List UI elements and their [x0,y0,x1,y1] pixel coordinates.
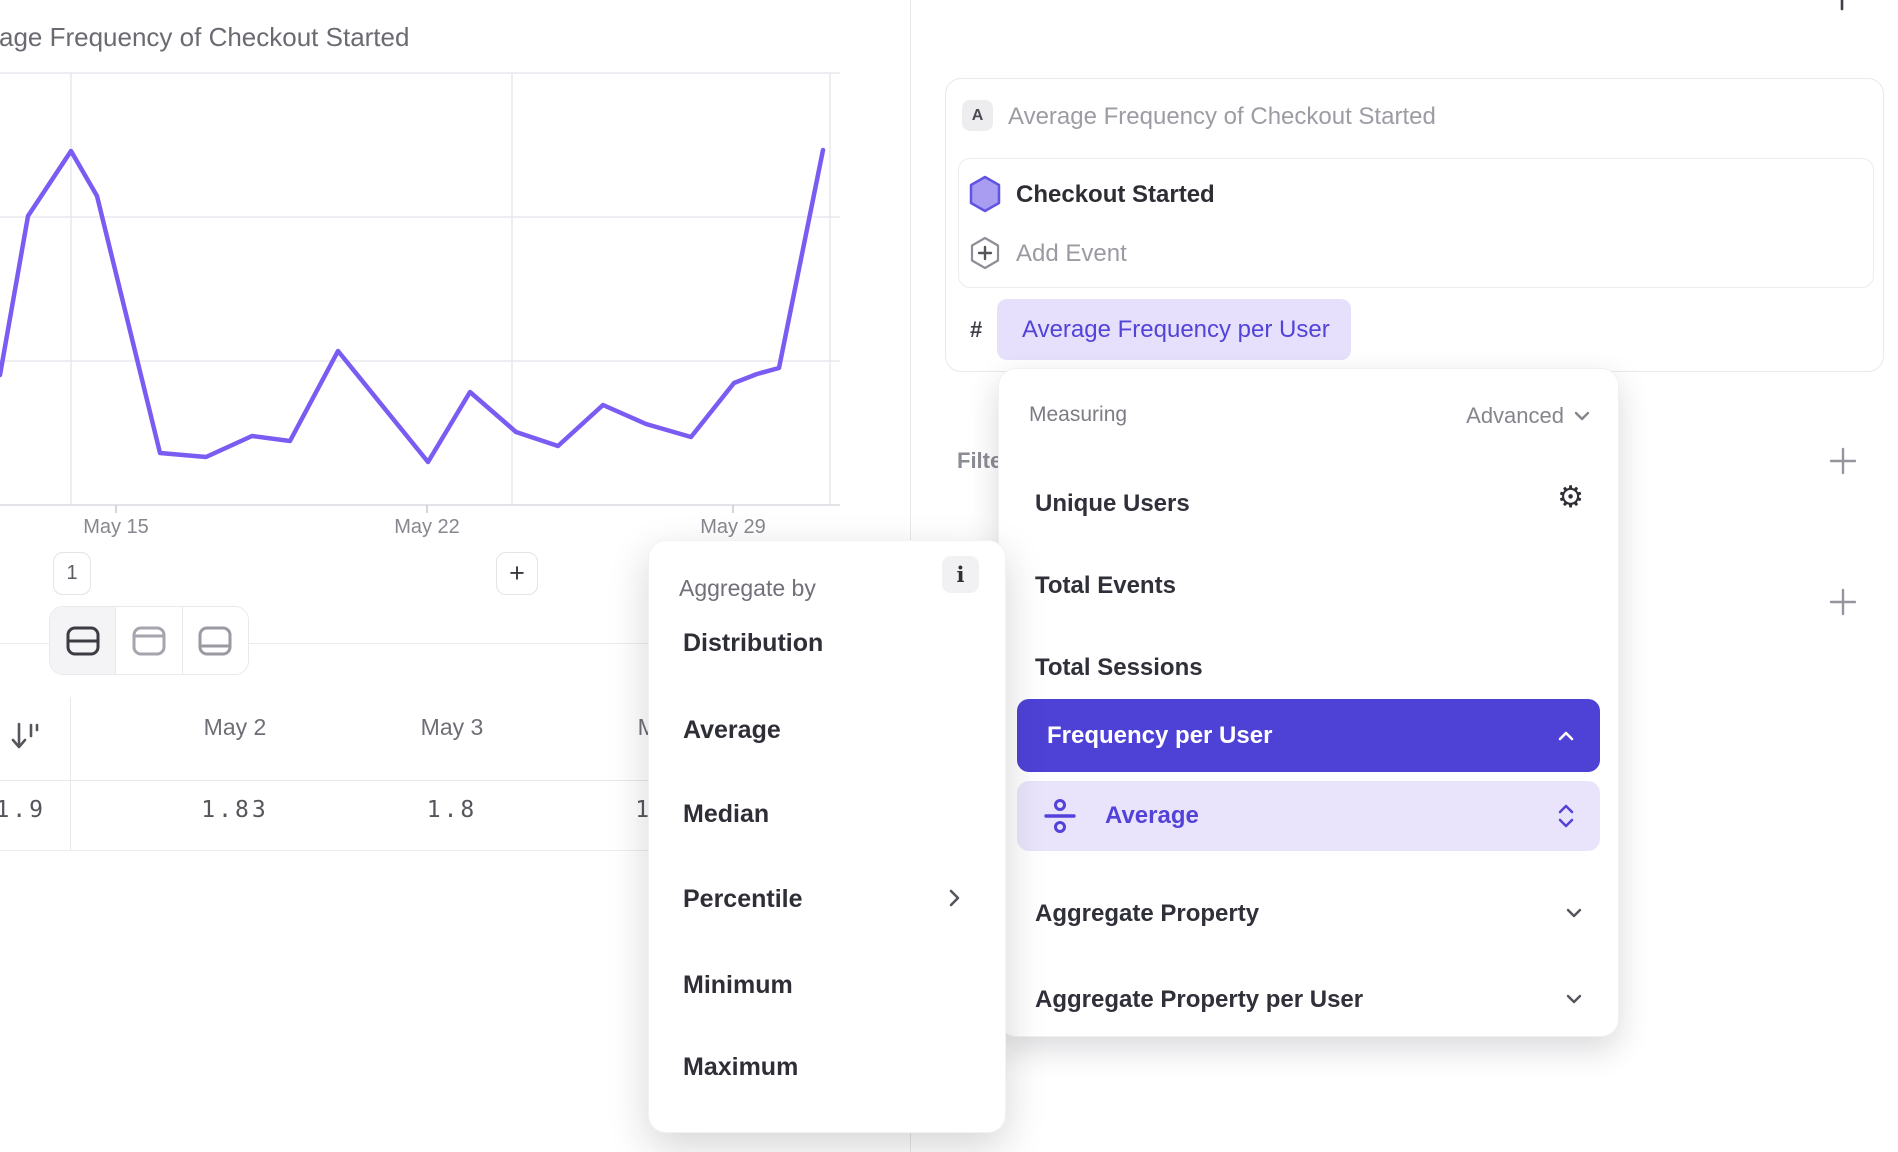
chart-title: Average Frequency of Checkout Started [0,22,410,52]
layout-table-view-button[interactable] [182,607,248,674]
popup-item-percentile[interactable]: Percentile [683,885,803,913]
table-header-border [0,780,910,781]
table-header-cell[interactable]: May 2 [203,714,267,740]
x-axis-label: May 29 [700,516,766,538]
metrics-section-header: Metrics [960,0,1058,6]
add-event-icon[interactable] [969,236,1001,270]
split-view-icon [66,626,100,655]
sub-item-label: Average [1105,802,1199,829]
gear-icon[interactable]: ⚙ [1557,481,1584,514]
measuring-dropdown-panel: Measuring Advanced Unique Users ⚙ Total … [998,368,1619,1037]
layout-chart-view-button[interactable] [116,607,183,674]
add-metric-button[interactable] [1828,0,1856,11]
chevron-right-icon [949,889,960,907]
popup-item-average[interactable]: Average [683,716,781,744]
menu-item-unique-users[interactable]: Unique Users [1035,490,1190,517]
annotation-marker[interactable]: 1 [53,552,91,595]
aggregation-prefix: # [970,317,983,342]
menu-item-total-events[interactable]: Total Events [1035,572,1176,599]
advanced-toggle[interactable]: Advanced [1466,403,1590,429]
table-header-cell[interactable]: May 3 [420,714,484,740]
menu-item-frequency-per-user-selected[interactable]: Frequency per User [1017,699,1600,772]
metric-name-input[interactable]: Average Frequency of Checkout Started [1008,103,1436,130]
table-overall-value: 1.9 [0,797,46,823]
add-annotation-button[interactable]: + [496,552,538,595]
popup-item-maximum[interactable]: Maximum [683,1053,799,1081]
metric-series-badge: A [962,100,993,131]
x-axis-label: May 15 [83,516,149,538]
layout-toggle-group [49,606,249,675]
table-row-border [0,850,910,851]
aggregate-by-popup: Aggregate by i Distribution Average Medi… [648,540,1006,1133]
aggregation-dropdown[interactable]: Average Frequency per User [997,299,1351,360]
info-icon[interactable]: i [942,556,979,593]
event-card [958,158,1874,288]
table-column-divider [70,697,71,850]
add-breakdown-button[interactable] [1829,588,1857,616]
aggregate-by-header: Aggregate by [679,575,816,601]
add-event-button[interactable]: Add Event [1016,240,1127,267]
menu-item-total-sessions[interactable]: Total Sessions [1035,654,1203,681]
table-cell-value: 1.83 [201,797,269,823]
sub-item-average[interactable]: Average [1017,781,1600,851]
popup-item-minimum[interactable]: Minimum [683,971,793,999]
up-down-chevrons-icon [1558,804,1574,828]
aggregation-dropdown-label: Average Frequency per User [1022,315,1330,343]
selected-item-label: Frequency per User [1047,721,1273,749]
layout-split-view-button[interactable] [50,607,117,674]
event-hexagon-icon [969,175,1001,213]
sort-descending-icon[interactable] [10,720,42,754]
event-name[interactable]: Checkout Started [1016,181,1215,208]
table-top-border [0,643,910,644]
x-axis-label: May 22 [394,516,460,538]
menu-item-aggregate-property-per-user[interactable]: Aggregate Property per User [1035,986,1364,1013]
chevron-down-icon[interactable] [1566,994,1582,1004]
table-view-icon [198,626,232,655]
chevron-down-icon [1574,411,1590,421]
line-chart [0,72,840,513]
chevron-down-icon[interactable] [1566,908,1582,918]
advanced-label: Advanced [1466,403,1564,428]
popup-item-median[interactable]: Median [683,800,770,828]
table-cell-value: 1.8 [426,797,478,823]
chevron-up-icon [1558,731,1574,740]
popup-item-distribution[interactable]: Distribution [683,629,824,657]
chart-view-icon [132,626,166,655]
add-filter-button[interactable] [1829,447,1857,475]
divide-icon [1044,799,1076,833]
menu-item-aggregate-property[interactable]: Aggregate Property [1035,900,1260,927]
measuring-label: Measuring [1029,403,1128,426]
